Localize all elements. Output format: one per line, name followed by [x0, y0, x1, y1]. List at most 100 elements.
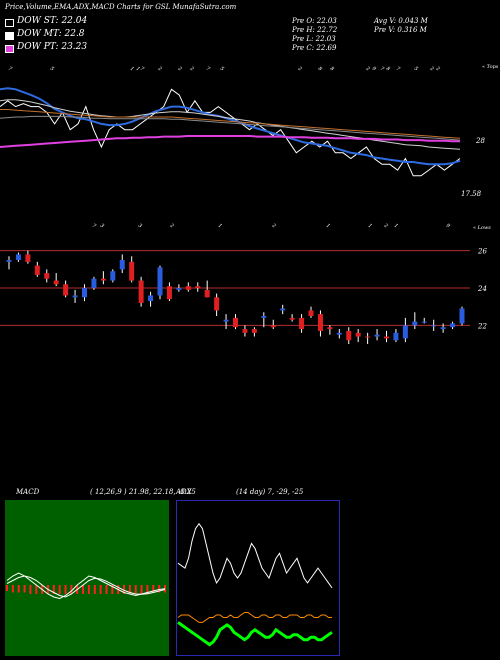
legend-swatch-st — [5, 19, 14, 27]
legend-dow-pt: DOW PT: 23.23 — [17, 42, 88, 52]
candle-body — [280, 308, 286, 311]
macd-series-signal — [6, 575, 166, 598]
candle-body — [374, 334, 380, 337]
top-date-label: 2 — [156, 65, 163, 72]
top-date-label: 5 — [413, 66, 419, 73]
candle-body — [355, 332, 361, 337]
candle-body — [63, 284, 69, 296]
candle-body — [327, 327, 333, 330]
top-date-label: 2 — [428, 65, 435, 72]
ref-label-24: 24 — [477, 285, 487, 293]
adx-series-di-minus — [177, 612, 332, 623]
top-date-label: 7 — [395, 66, 402, 73]
candle-body — [270, 325, 276, 328]
chart-title-text: Price,Volume,EMA,ADX,MACD Charts for GSL — [5, 3, 171, 11]
ema-series-ema-long-1 — [0, 109, 461, 139]
candle-body — [299, 317, 305, 330]
candle-body — [15, 254, 21, 260]
candle-body — [317, 314, 323, 331]
candle-body — [440, 327, 446, 330]
ref-label-22: 22 — [477, 322, 487, 330]
adx-title: ADX — [176, 488, 192, 496]
top-date-label: 2 — [434, 65, 441, 72]
bottom-date-label: 2 — [168, 222, 175, 229]
candle-body — [459, 308, 465, 324]
adx-params: (14 day) 7, -29, -25 — [236, 488, 304, 496]
stat-prev-volume: Pre V: 0.316 M — [374, 26, 427, 34]
top-date-label: 1 — [135, 66, 141, 73]
top-date-label: 2 — [364, 65, 371, 72]
ema-series-ema-long-2 — [0, 115, 461, 141]
candle-body — [431, 325, 437, 327]
candle-body — [100, 278, 106, 281]
candle-body — [365, 336, 371, 338]
stat-prev-open: Pre O: 22.03 — [292, 17, 337, 25]
top-date-label: 8 — [329, 66, 335, 73]
macd-label: MACD — [16, 488, 40, 496]
candlestick-chart: 26 24 22 — [0, 248, 487, 344]
bottom-date-label: 9 — [445, 223, 452, 230]
bottom-date-label: 2 — [270, 222, 277, 229]
candle-body — [82, 288, 87, 298]
bottom-date-label: 3 — [99, 223, 105, 230]
top-date-label: 7 — [205, 66, 212, 73]
top-date-label: 5 — [219, 66, 225, 73]
ema-value-label-17-58: 17.58 — [461, 190, 482, 198]
chart-title: Price,Volume,EMA,ADX,MACD Charts for GSL… — [5, 3, 236, 11]
candle-body — [44, 273, 50, 279]
candle-body — [176, 288, 182, 290]
macd-chart — [5, 500, 169, 656]
tops-label: « Tops — [482, 64, 499, 70]
candle-body — [402, 325, 408, 339]
candle-body — [393, 332, 399, 341]
ema-series-pink-band — [0, 135, 460, 148]
candle-body — [223, 319, 229, 322]
macd-params: ( 12,26,9 ) 21.98, 22.18, -0.25 — [90, 488, 196, 496]
candle-body — [195, 286, 201, 288]
ema-series-ema-short — [0, 87, 461, 166]
candle-body — [148, 295, 154, 302]
candle-body — [384, 336, 389, 339]
stat-prev-low: Pre L: 22.03 — [292, 35, 336, 43]
top-date-label: 7 — [7, 66, 14, 73]
candle-body — [204, 289, 210, 298]
candles — [6, 250, 465, 344]
top-date-label: 1 — [129, 66, 135, 73]
top-date-label: 8 — [385, 66, 391, 73]
candle-body — [346, 330, 352, 341]
macd-marks — [6, 572, 166, 600]
candle-body — [308, 310, 314, 316]
stat-prev-high: Pre H: 22.72 — [292, 26, 338, 34]
candle-body — [261, 316, 267, 318]
candle-body — [251, 329, 257, 333]
top-date-label: 2 — [176, 65, 183, 72]
top-date-labels: 7 5 1 17 2 2 2 7 5 2 8 8 2 9 7 8 7 5 2 2 — [7, 65, 441, 73]
candle-body — [450, 323, 456, 328]
site-name: MunafaSutra.com — [172, 3, 237, 11]
candle-body — [129, 261, 135, 281]
candle-body — [53, 280, 59, 285]
bottom-date-label: 3 — [137, 223, 143, 230]
top-date-label: 7 — [139, 66, 146, 73]
stat-prev-close: Pre C: 22.69 — [292, 44, 337, 52]
adx-series-adx — [177, 621, 333, 647]
top-date-label: 2 — [188, 65, 195, 72]
legend-swatch-pt — [5, 45, 14, 53]
stat-avg-volume: Avg V: 0.043 M — [374, 17, 428, 25]
candle-body — [336, 332, 342, 335]
candle-body — [72, 295, 78, 298]
bottom-date-label: 2 — [382, 222, 389, 229]
candle-body — [110, 271, 116, 281]
top-date-label: 5 — [49, 66, 55, 73]
adx-series-di-plus — [177, 522, 333, 589]
candle-body — [242, 329, 248, 333]
bottom-date-label: 1 — [393, 223, 399, 230]
macd-series-macd — [6, 572, 166, 600]
bottom-date-label: 1 — [325, 223, 331, 230]
adx-marks — [177, 522, 333, 647]
top-date-label: 2 — [296, 65, 303, 72]
candle-body — [166, 286, 172, 300]
top-date-label: 7 — [379, 66, 386, 73]
